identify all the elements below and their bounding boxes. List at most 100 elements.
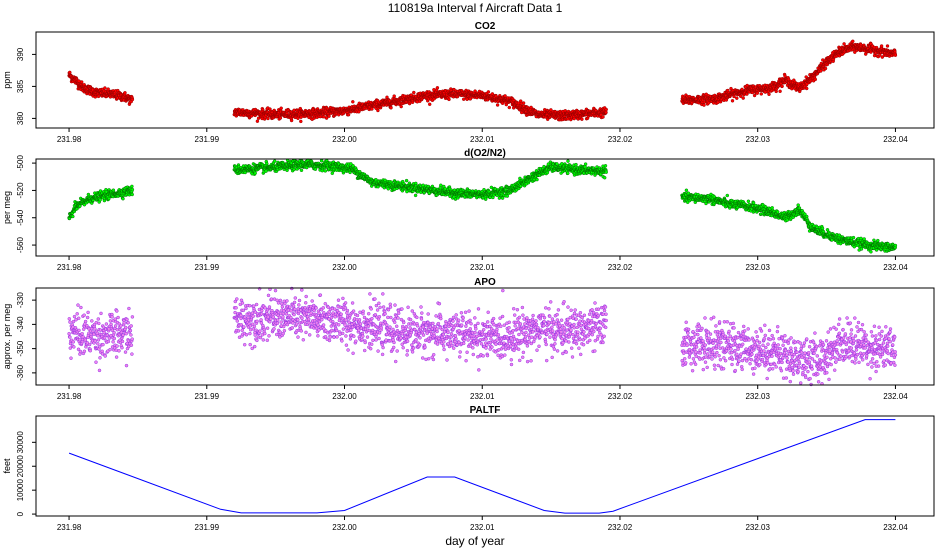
data-point — [486, 90, 491, 94]
data-point — [103, 86, 107, 90]
data-point — [461, 97, 466, 101]
data-point — [521, 101, 526, 105]
data-point — [292, 167, 296, 172]
data-point — [503, 94, 507, 98]
data-point — [602, 175, 607, 180]
data-point — [313, 167, 318, 171]
data-point — [79, 80, 84, 84]
data-point — [96, 94, 101, 99]
panel-title: CO2 — [475, 21, 496, 32]
data-point — [289, 118, 294, 123]
data-point — [447, 97, 451, 102]
data-point — [130, 187, 135, 192]
data-point — [404, 178, 409, 183]
y-tick-label: 380 — [16, 111, 25, 125]
data-point — [804, 86, 809, 91]
data-point — [255, 119, 260, 123]
data-point — [272, 159, 277, 163]
data-point — [495, 103, 500, 107]
x-tick-label: 232.02 — [608, 135, 633, 144]
data-point — [427, 102, 432, 107]
data-point — [684, 188, 689, 193]
panel-co2: CO2 ppm 231.98 231.99 232.00 232.01 232.02 232.… — [2, 21, 935, 144]
data-point — [389, 106, 393, 110]
data-point — [346, 112, 351, 117]
plot-frame — [35, 31, 935, 129]
data-point — [893, 53, 898, 57]
y-axis-label: ppm — [2, 71, 12, 89]
data-point — [759, 92, 764, 96]
data-point — [413, 193, 418, 198]
data-point — [566, 171, 570, 175]
data-point — [851, 39, 855, 44]
data-point — [392, 94, 396, 98]
data-point — [504, 102, 509, 107]
data-point — [820, 226, 825, 231]
data-point — [730, 99, 735, 103]
data-point — [535, 177, 539, 182]
data-point — [702, 103, 706, 107]
x-tick-label: 231.99 — [195, 135, 220, 144]
data-point — [819, 69, 823, 73]
data-point — [483, 197, 488, 201]
data-point — [604, 170, 608, 174]
x-tick-label: 232.00 — [332, 135, 357, 144]
y-tick-label: 385 — [16, 79, 25, 93]
data-point — [253, 171, 257, 175]
data-point — [266, 116, 270, 121]
series-co2 — [67, 39, 898, 124]
segment-2 — [232, 86, 608, 124]
series-d-o2-n2 — [67, 158, 898, 254]
figure-title: 110819a Interval f Aircraft Data 1 — [388, 1, 563, 15]
data-point — [505, 194, 510, 198]
data-point — [351, 100, 355, 104]
data-point — [327, 114, 331, 118]
data-point — [775, 210, 780, 214]
x-tick-label: 231.98 — [57, 135, 82, 144]
data-point — [121, 196, 125, 201]
data-point — [580, 117, 584, 121]
data-point — [767, 92, 771, 97]
data-point — [735, 96, 739, 100]
x-tick-label: 232.03 — [745, 135, 770, 144]
data-point — [71, 214, 75, 219]
y-axis-label: per meg — [2, 191, 12, 224]
data-point — [555, 162, 559, 166]
data-point — [130, 97, 135, 102]
data-point — [778, 89, 782, 94]
data-point — [299, 119, 303, 124]
data-point — [299, 168, 304, 173]
data-point — [604, 110, 608, 115]
segment-3 — [680, 188, 898, 254]
x-tick-label: 232.01 — [470, 135, 495, 144]
data-point — [885, 44, 890, 48]
data-point — [603, 164, 608, 168]
data-point — [106, 87, 110, 91]
data-point — [813, 77, 818, 82]
data-point — [130, 184, 134, 189]
panel-title: d(O2/N2) — [464, 148, 506, 159]
data-point — [435, 86, 440, 90]
data-point — [574, 162, 578, 167]
data-point — [780, 84, 784, 89]
data-point — [583, 162, 588, 166]
data-point — [123, 91, 127, 95]
data-point — [725, 193, 730, 198]
data-point — [323, 169, 328, 173]
data-point — [604, 107, 608, 112]
segment-2 — [232, 158, 608, 201]
data-point — [545, 170, 550, 175]
segment-3 — [680, 39, 898, 107]
data-point — [601, 115, 605, 119]
data-point — [319, 159, 324, 163]
data-point — [796, 203, 800, 207]
segment-1 — [67, 70, 135, 106]
panels: CO2 ppm 231.98 231.99 232.00 232.01 232.02 232.… — [2, 21, 935, 532]
data-point — [324, 116, 329, 120]
segment-1 — [67, 184, 135, 221]
data-point — [86, 192, 91, 197]
data-point — [439, 183, 443, 188]
data-point — [566, 159, 570, 163]
data-point — [412, 90, 416, 95]
